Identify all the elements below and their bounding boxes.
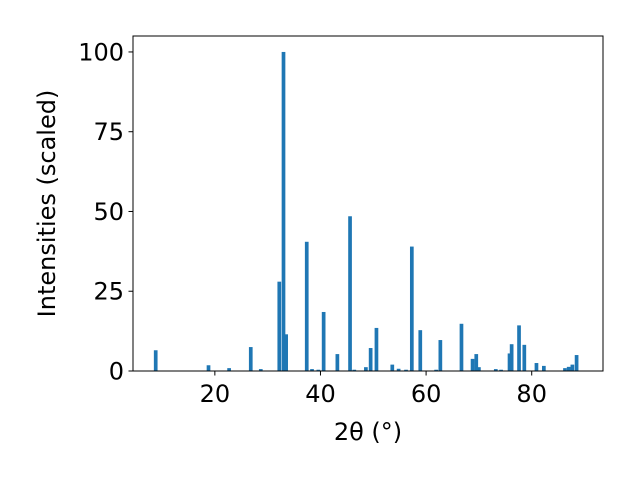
bar — [507, 353, 512, 371]
bar — [390, 364, 395, 371]
bar — [321, 311, 326, 371]
bar — [459, 323, 464, 371]
x-axis-ticks: 20 40 60 80 — [200, 371, 547, 408]
bar — [509, 344, 514, 371]
bar — [534, 363, 539, 371]
x-tick-label: 40 — [305, 380, 336, 408]
bars-group — [153, 51, 579, 371]
bar — [310, 369, 314, 371]
bar — [438, 340, 443, 371]
bar — [364, 367, 368, 371]
bar — [281, 51, 286, 371]
x-axis-label: 2θ (°) — [334, 418, 402, 446]
bar — [470, 358, 475, 371]
bar — [153, 350, 158, 371]
y-axis-ticks: 0 25 50 75 100 — [78, 38, 133, 386]
y-axis-label: Intensities (scaled) — [33, 90, 61, 318]
bar — [499, 369, 503, 371]
y-tick-label: 100 — [78, 38, 124, 66]
bar — [368, 348, 373, 371]
bar — [542, 365, 546, 371]
bar — [277, 281, 282, 371]
bar — [517, 325, 521, 371]
bar — [206, 365, 211, 371]
y-tick-label: 0 — [109, 358, 124, 386]
bar — [434, 369, 438, 371]
bar — [574, 355, 579, 371]
bar — [284, 334, 288, 371]
bar — [566, 366, 571, 371]
x-tick-label: 60 — [411, 380, 442, 408]
bar — [474, 354, 479, 371]
bar — [404, 369, 408, 371]
bar — [248, 347, 253, 371]
y-tick-label: 50 — [93, 198, 124, 226]
plot-frame — [132, 35, 604, 372]
bar — [570, 364, 575, 371]
bar — [316, 369, 321, 371]
bar — [258, 369, 263, 371]
bar — [304, 241, 309, 371]
bar — [493, 369, 498, 371]
bar — [409, 246, 414, 371]
bar — [374, 327, 379, 371]
bar — [227, 368, 231, 371]
y-tick-label: 25 — [93, 278, 124, 306]
bar — [418, 330, 423, 371]
bar — [348, 216, 352, 371]
bar — [396, 368, 401, 371]
bar — [563, 368, 567, 371]
bar — [335, 354, 340, 371]
x-tick-label: 20 — [200, 380, 231, 408]
bar — [477, 367, 481, 371]
x-tick-label: 80 — [516, 380, 547, 408]
plot-area-background — [133, 36, 603, 371]
bar — [522, 344, 527, 371]
bar — [352, 369, 357, 371]
y-tick-label: 75 — [93, 118, 124, 146]
